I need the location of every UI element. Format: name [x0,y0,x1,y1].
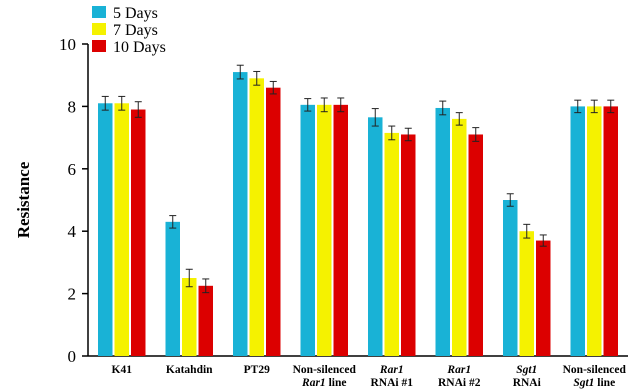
y-tick-label: 4 [68,222,77,241]
y-axis: 0 2 4 6 8 10 [59,35,89,366]
x-category-label: PT29 [244,364,270,376]
bar [368,117,383,356]
bar [300,104,315,356]
x-category-label: Rar1 [446,364,471,376]
y-tick-label: 2 [68,285,77,304]
legend-label: 10 Days [113,39,166,56]
x-category-label: Non-silenced [563,364,627,376]
bar [198,285,213,356]
bar [503,200,518,356]
y-tick-label: 10 [59,35,76,54]
y-axis-title: Resistance [14,161,33,238]
bar [435,107,450,357]
bar [452,118,467,356]
x-category-label: RNAi #1 [371,377,414,389]
bar [401,134,416,356]
legend-swatch [92,6,106,18]
bar [98,103,113,356]
bar [468,134,483,356]
bar [182,278,197,356]
x-category-label: Katahdin [166,364,213,376]
bar [165,221,180,356]
x-category-label: Sgt1 [516,364,537,376]
bar [519,231,534,356]
bar [131,109,146,357]
bar [317,104,332,356]
bar [114,103,129,356]
bar [384,132,399,356]
x-category-label: Rar1 [379,364,404,376]
legend-label: 5 Days [113,5,158,22]
bar [570,106,585,357]
bar [233,72,248,356]
x-category-label: RNAi [513,377,542,389]
bar [333,104,348,356]
y-tick-label: 6 [68,160,77,179]
bar [249,78,264,356]
x-category-label: K41 [112,364,133,376]
legend-swatch [92,23,106,35]
x-category-label: Rar1 line [301,377,346,389]
legend-label: 7 Days [113,22,158,39]
bar [536,240,551,356]
x-category-label: Sgt1 line [573,377,615,389]
y-tick-label: 8 [68,97,77,116]
legend-swatch [92,40,106,52]
bar [587,106,602,357]
x-category-label: Non-silenced [293,364,357,376]
y-tick-label: 0 [68,347,77,366]
bar [603,106,618,357]
bar [266,87,281,357]
bars [98,64,618,357]
x-category-label: RNAi #2 [438,377,481,389]
